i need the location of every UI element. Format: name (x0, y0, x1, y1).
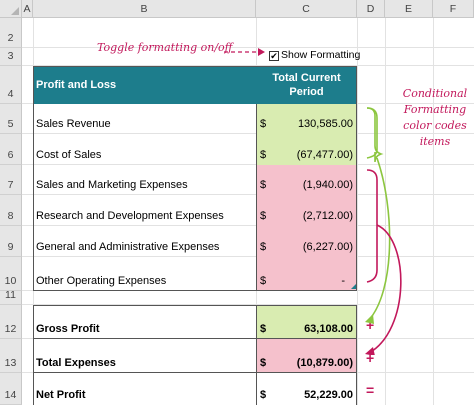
value-cost-of-sales[interactable]: $ (67,477.00) (256, 134, 357, 165)
note-line: Formatting (403, 103, 467, 116)
label-total-expenses[interactable]: Total Expenses (36, 357, 116, 369)
column-header-f[interactable]: F (433, 0, 474, 18)
column-divider (256, 305, 257, 405)
label-general-administrative[interactable]: General and Administrative Expenses (36, 241, 220, 253)
gridline (22, 256, 474, 257)
row-header-14[interactable]: 14 (0, 373, 22, 405)
amount: - (341, 275, 345, 287)
gridline (22, 194, 474, 195)
label-other-operating[interactable]: Other Operating Expenses (36, 275, 167, 287)
plus-operator: + (366, 317, 375, 333)
gridline (22, 225, 474, 226)
label-research-development[interactable]: Research and Development Expenses (36, 210, 224, 222)
label-sales-revenue[interactable]: Sales Revenue (36, 118, 111, 130)
toggle-annotation: Toggle formatting on/off (97, 41, 233, 54)
value-total-expenses[interactable]: $ (10,879.00) (256, 339, 357, 373)
gridline (22, 304, 474, 305)
amount: (1,940.00) (302, 179, 353, 191)
label-gross-profit[interactable]: Gross Profit (36, 323, 100, 335)
pink-arrow-icon (368, 224, 402, 354)
gridline (385, 18, 386, 405)
row-header-4[interactable]: 4 (0, 66, 22, 104)
amount: 63,108.00 (304, 323, 353, 335)
gridline (357, 18, 358, 405)
label-net-profit[interactable]: Net Profit (36, 389, 86, 401)
plus-operator: + (366, 350, 375, 366)
annotation-arrows (365, 107, 402, 355)
gridline (22, 65, 474, 66)
amount: (10,879.00) (296, 357, 353, 369)
column-header-c[interactable]: C (256, 0, 357, 18)
currency-symbol: $ (260, 357, 267, 369)
column-header-d[interactable]: D (357, 0, 385, 18)
currency-symbol: $ (260, 389, 267, 401)
value-gross-profit[interactable]: $63,108.00 (256, 305, 357, 339)
toggle-arrow-icon (224, 48, 265, 56)
label-cost-of-sales[interactable]: Cost of Sales (36, 149, 102, 161)
row-header-8[interactable]: 8 (0, 195, 22, 226)
column-header-e[interactable]: E (385, 0, 433, 18)
label-sales-marketing[interactable]: Sales and Marketing Expenses (36, 179, 188, 191)
conditional-formatting-note: Conditional Formatting color codes items (400, 86, 470, 150)
currency-symbol: $ (260, 179, 267, 191)
gridline (22, 47, 474, 48)
column-divider (256, 104, 257, 291)
amount: 130,585.00 (297, 118, 353, 130)
row-header-5[interactable]: 5 (0, 104, 22, 134)
pink-brace-icon (366, 169, 378, 283)
green-brace-icon (366, 107, 384, 163)
value-research-development[interactable]: $ (2,712.00) (256, 195, 357, 226)
row-header-7[interactable]: 7 (0, 165, 22, 195)
show-formatting-label[interactable]: Show Formatting (281, 49, 361, 61)
note-line: color codes (403, 119, 467, 132)
row-header-11[interactable]: 11 (0, 289, 22, 305)
amount: (2,712.00) (302, 210, 353, 222)
currency-symbol: $ (260, 241, 267, 253)
amount: 52,229.00 (304, 389, 353, 401)
gridline (22, 133, 474, 134)
show-formatting-checkbox[interactable]: ✔ (269, 51, 279, 61)
select-all-corner[interactable] (0, 0, 22, 18)
row-header-2[interactable]: 2 (0, 18, 22, 48)
amount: (6,227.00) (302, 241, 353, 253)
value-sales-revenue[interactable]: $130,585.00 (256, 104, 357, 134)
note-line: Conditional (402, 87, 468, 100)
value-sales-marketing[interactable]: $ (1,940.00) (256, 165, 357, 195)
column-header-b[interactable]: B (33, 0, 256, 18)
row-header-10[interactable]: 10 (0, 257, 22, 291)
row-header-13[interactable]: 13 (0, 339, 22, 373)
value-other-operating[interactable]: $ - (256, 257, 357, 291)
row-header-3[interactable]: 3 (0, 48, 22, 66)
column-header-a[interactable]: A (22, 0, 33, 18)
currency-symbol: $ (260, 118, 267, 130)
fill-handle-icon[interactable] (351, 284, 356, 289)
currency-symbol: $ (260, 149, 267, 161)
currency-symbol: $ (260, 323, 267, 335)
header-value-line1: Total Current (272, 72, 341, 84)
gridline (22, 164, 474, 165)
value-general-administrative[interactable]: $ (6,227.00) (256, 226, 357, 257)
gridline (433, 18, 434, 405)
row-header-9[interactable]: 9 (0, 226, 22, 257)
amount: (67,477.00) (296, 149, 353, 161)
currency-symbol: $ (260, 275, 267, 287)
green-arrow-icon (368, 157, 391, 321)
note-line: items (419, 135, 451, 148)
row-header-6[interactable]: 6 (0, 134, 22, 165)
equals-operator: = (366, 382, 375, 398)
row-header-12[interactable]: 12 (0, 305, 22, 339)
header-total-current-period[interactable]: Total Current Period (256, 66, 357, 104)
value-net-profit[interactable]: $52,229.00 (256, 373, 357, 405)
header-profit-and-loss[interactable]: Profit and Loss (33, 66, 256, 104)
currency-symbol: $ (260, 210, 267, 222)
green-brace-shape (366, 107, 378, 159)
totals-divider (33, 372, 357, 373)
checkmark-icon: ✔ (270, 51, 278, 61)
header-value-line2: Period (289, 86, 324, 98)
totals-divider (33, 338, 357, 339)
